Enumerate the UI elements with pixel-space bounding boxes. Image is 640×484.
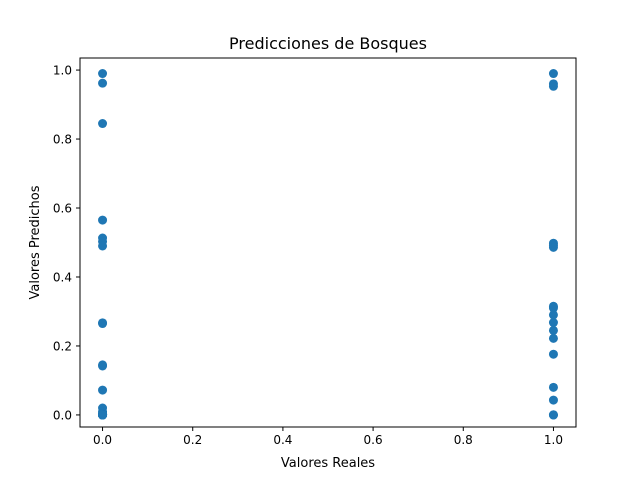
data-point [548,81,558,91]
data-points [98,69,558,420]
data-point [98,385,108,395]
data-point [548,318,558,328]
x-tick-label: 0.4 [273,433,292,447]
data-point [548,382,558,392]
data-point [548,242,558,252]
x-axis: 0.0 0.2 0.4 0.6 0.8 1.0 [93,427,563,447]
data-point [98,119,108,129]
data-point [98,78,108,88]
data-point [98,69,108,79]
data-point [548,69,558,79]
data-point [548,395,558,405]
y-axis: 0.0 0.2 0.4 0.6 0.8 1.0 [53,64,80,422]
y-tick-label: 0.4 [53,270,72,284]
y-tick-label: 0.0 [53,408,72,422]
chart-title: Predicciones de Bosques [229,34,427,53]
y-tick-label: 0.6 [53,202,72,216]
data-point [98,215,108,225]
data-point [548,410,558,420]
y-tick-label: 0.8 [53,133,72,147]
data-point [98,361,108,371]
data-point [98,410,108,420]
x-axis-label: Valores Reales [281,456,375,471]
data-point [98,319,108,329]
x-tick-label: 0.0 [93,433,112,447]
x-tick-label: 0.6 [364,433,383,447]
y-tick-label: 0.2 [53,339,72,353]
x-tick-label: 0.8 [454,433,473,447]
plot-frame [79,57,577,428]
y-tick-label: 1.0 [53,64,72,78]
x-tick-label: 0.2 [183,433,202,447]
data-point [548,349,558,359]
y-axis-label: Valores Predichos [28,185,43,299]
data-point [548,333,558,343]
data-point [548,303,558,313]
data-point [548,310,558,320]
data-point [548,325,558,335]
data-point [98,241,108,251]
x-tick-label: 1.0 [544,433,563,447]
